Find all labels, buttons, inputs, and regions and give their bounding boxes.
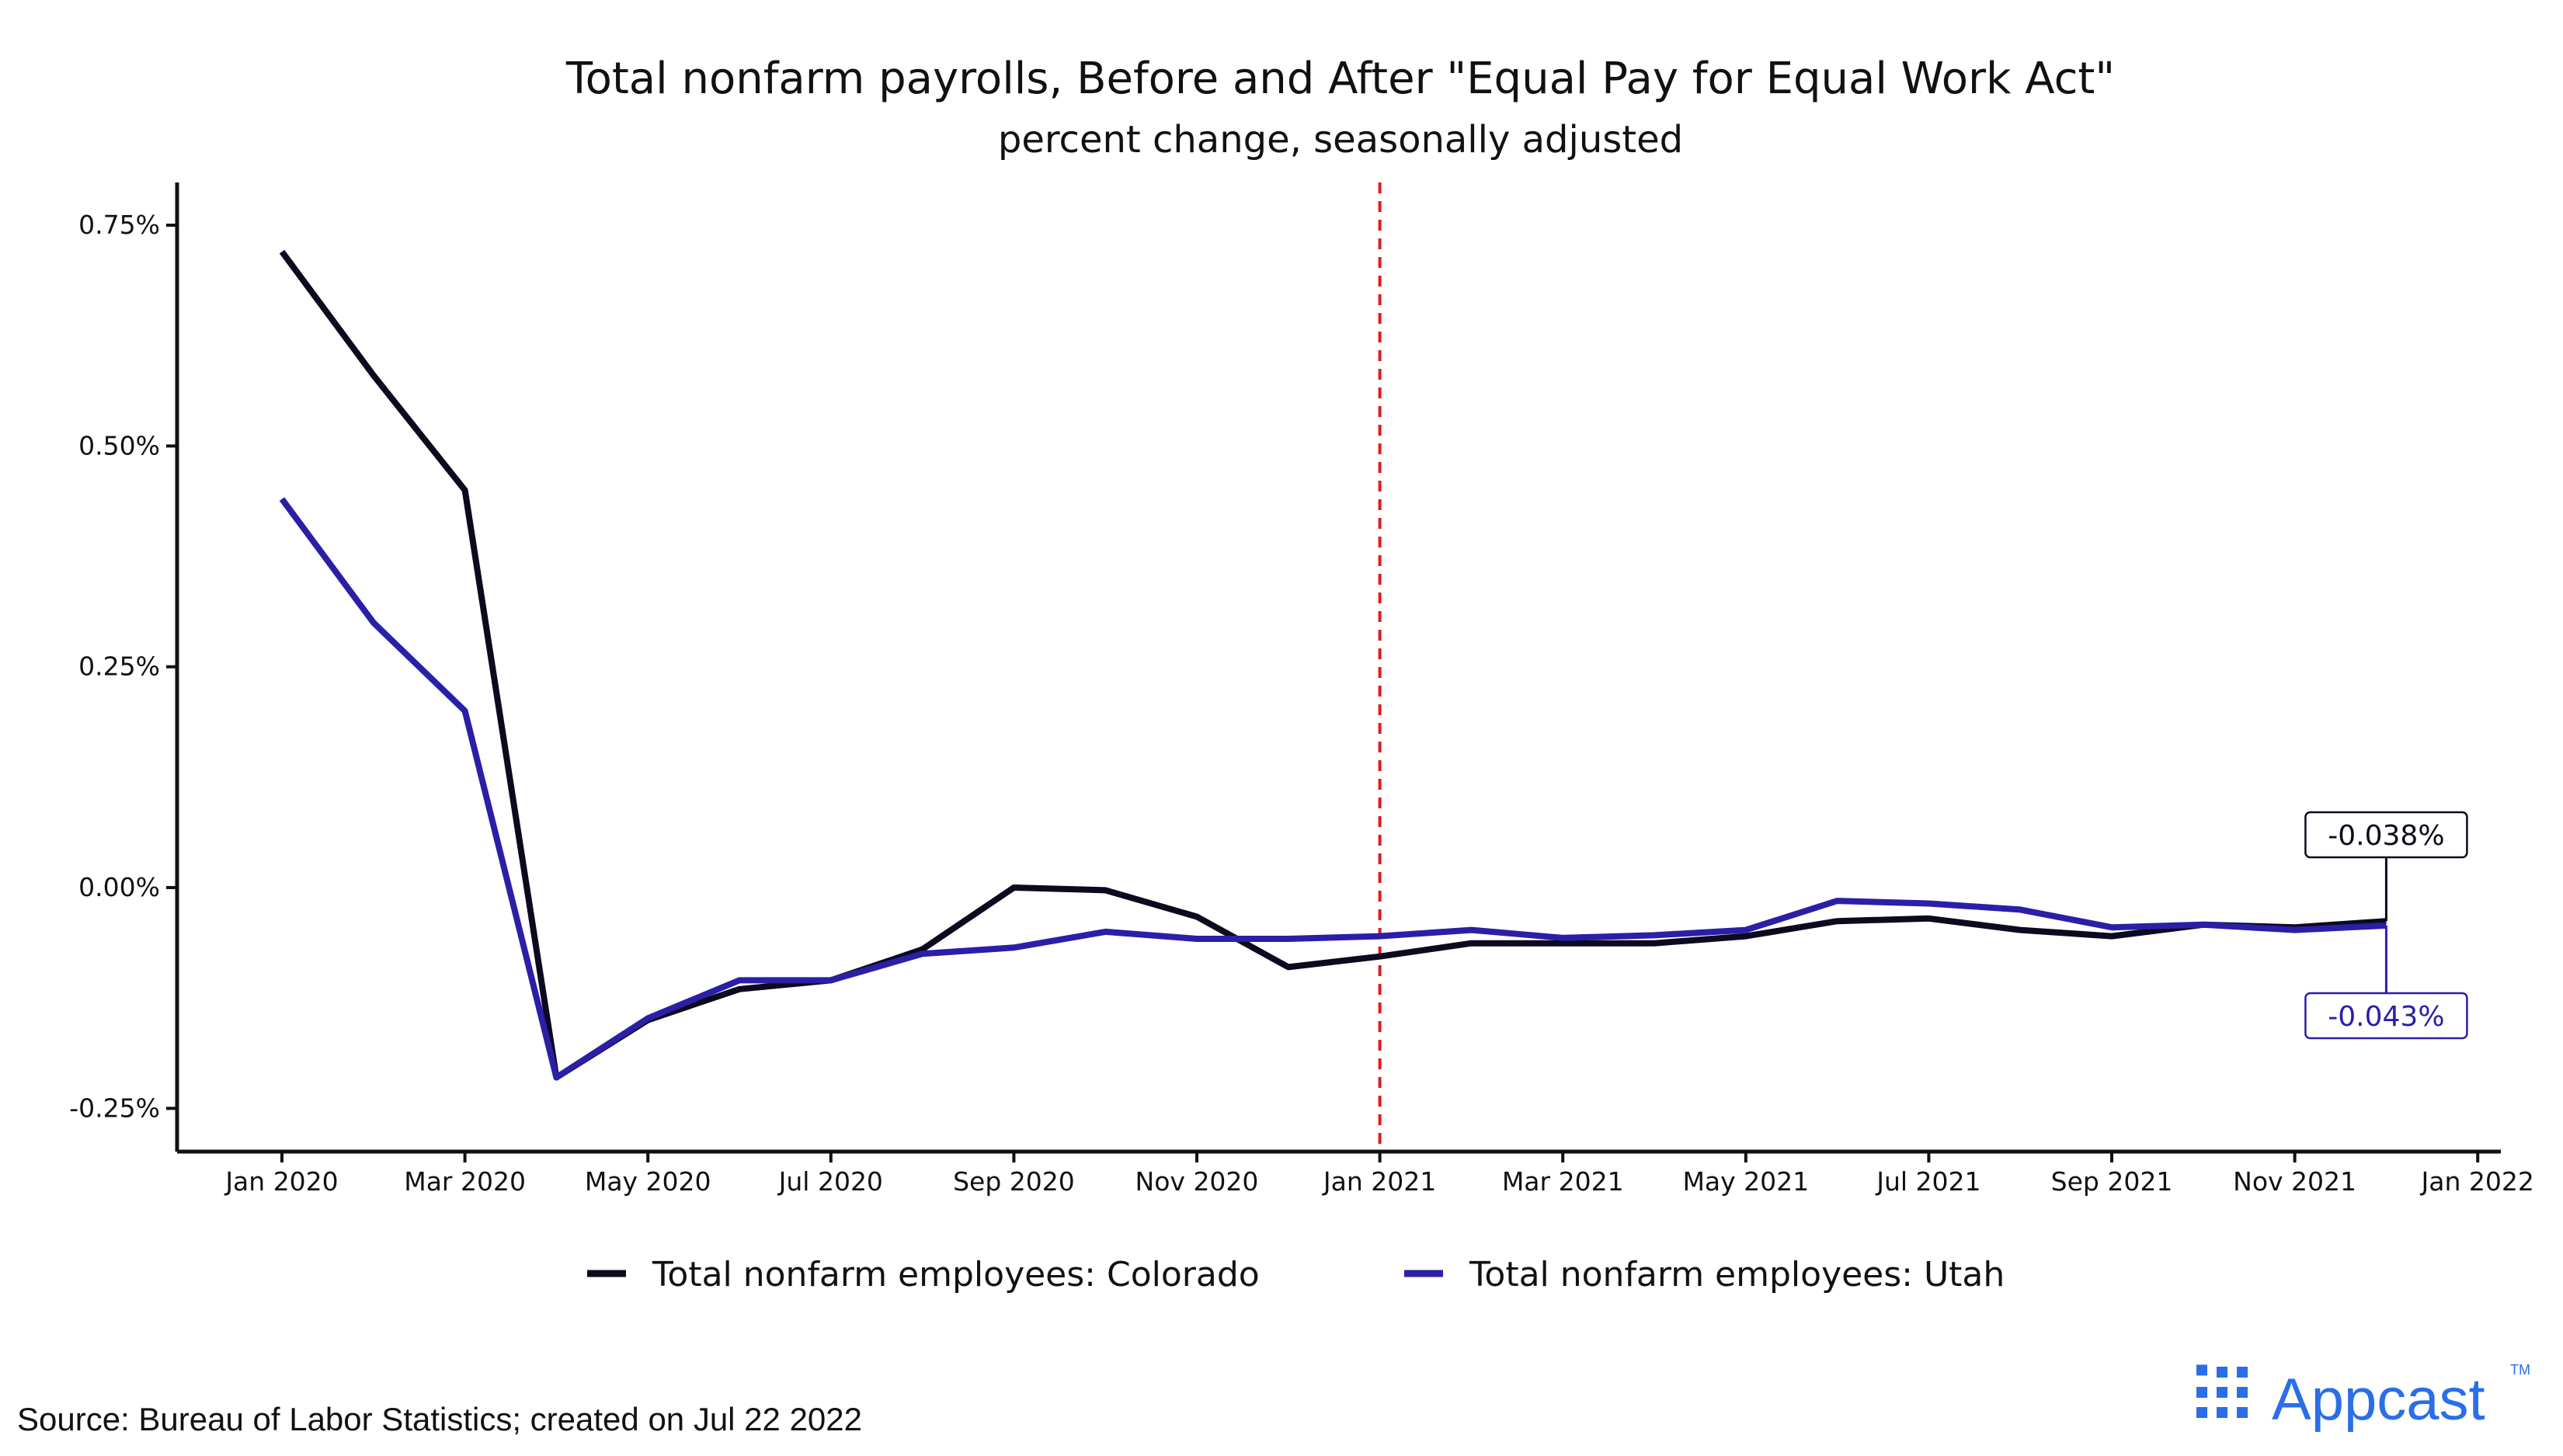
x-tick-label: Mar 2021 bbox=[1502, 1166, 1624, 1197]
brand-dot bbox=[2237, 1407, 2248, 1418]
appcast-dots-icon bbox=[2196, 1364, 2248, 1418]
x-tick-label: May 2021 bbox=[1682, 1166, 1809, 1197]
x-tick-label: Nov 2020 bbox=[1135, 1166, 1259, 1197]
y-tick-label: -0.25% bbox=[69, 1093, 160, 1123]
end-label-box bbox=[2304, 992, 2468, 1040]
end-label-value: -0.038% bbox=[2328, 820, 2444, 852]
y-tick-label: 0.00% bbox=[78, 872, 160, 902]
x-tick-label: Jul 2020 bbox=[777, 1166, 883, 1197]
y-tick-label: 0.75% bbox=[78, 210, 160, 240]
x-tick-label: Sep 2021 bbox=[2051, 1166, 2173, 1197]
y-tick-label: 0.25% bbox=[78, 652, 160, 682]
chart-title: Total nonfarm payrolls, Before and After… bbox=[565, 54, 2115, 104]
brand-dot bbox=[2217, 1367, 2227, 1378]
x-tick-label: Mar 2020 bbox=[404, 1166, 526, 1197]
brand-dot bbox=[2237, 1367, 2248, 1378]
brand-dot bbox=[2196, 1364, 2207, 1376]
end-label-value: -0.043% bbox=[2328, 1001, 2444, 1033]
legend: Total nonfarm employees: Colorado Total n… bbox=[587, 1255, 2005, 1294]
series-line-colorado bbox=[279, 249, 2387, 1081]
brand-dot bbox=[2196, 1387, 2207, 1398]
appcast-logo: Appcast TM bbox=[2196, 1362, 2530, 1433]
legend-label: Total nonfarm employees: Utah bbox=[1469, 1255, 2005, 1294]
chart-subtitle: percent change, seasonally adjusted bbox=[998, 118, 1683, 162]
x-tick-label: Jan 2020 bbox=[224, 1166, 338, 1197]
x-tick-label: May 2020 bbox=[585, 1166, 711, 1197]
x-tick-label: Jan 2022 bbox=[2420, 1166, 2534, 1197]
source-note: Source: Bureau of Labor Statistics; crea… bbox=[17, 1401, 862, 1437]
series-line-utah bbox=[279, 497, 2387, 1081]
x-tick-label: Jan 2021 bbox=[1322, 1166, 1436, 1197]
legend-label: Total nonfarm employees: Colorado bbox=[652, 1255, 1260, 1294]
legend-item: Total nonfarm employees: Utah bbox=[1404, 1255, 2005, 1294]
brand-name: Appcast bbox=[2272, 1367, 2485, 1433]
y-tick-label: 0.50% bbox=[78, 430, 160, 460]
brand-dot bbox=[2237, 1387, 2248, 1398]
brand-dot bbox=[2196, 1407, 2207, 1418]
brand-trademark: TM bbox=[2510, 1362, 2530, 1378]
x-tick-label: Nov 2021 bbox=[2233, 1166, 2356, 1197]
legend-item: Total nonfarm employees: Colorado bbox=[587, 1255, 1260, 1294]
x-tick-label: Sep 2020 bbox=[953, 1166, 1075, 1197]
plot-area: 0.75% 0.50% 0.25% 0.00% -0.25% Jan 2020 Mar 20… bbox=[69, 182, 2534, 1197]
brand-dot bbox=[2217, 1387, 2227, 1398]
brand-dot bbox=[2217, 1407, 2227, 1418]
end-label-box bbox=[2304, 811, 2468, 859]
x-tick-label: Jul 2021 bbox=[1875, 1166, 1980, 1197]
